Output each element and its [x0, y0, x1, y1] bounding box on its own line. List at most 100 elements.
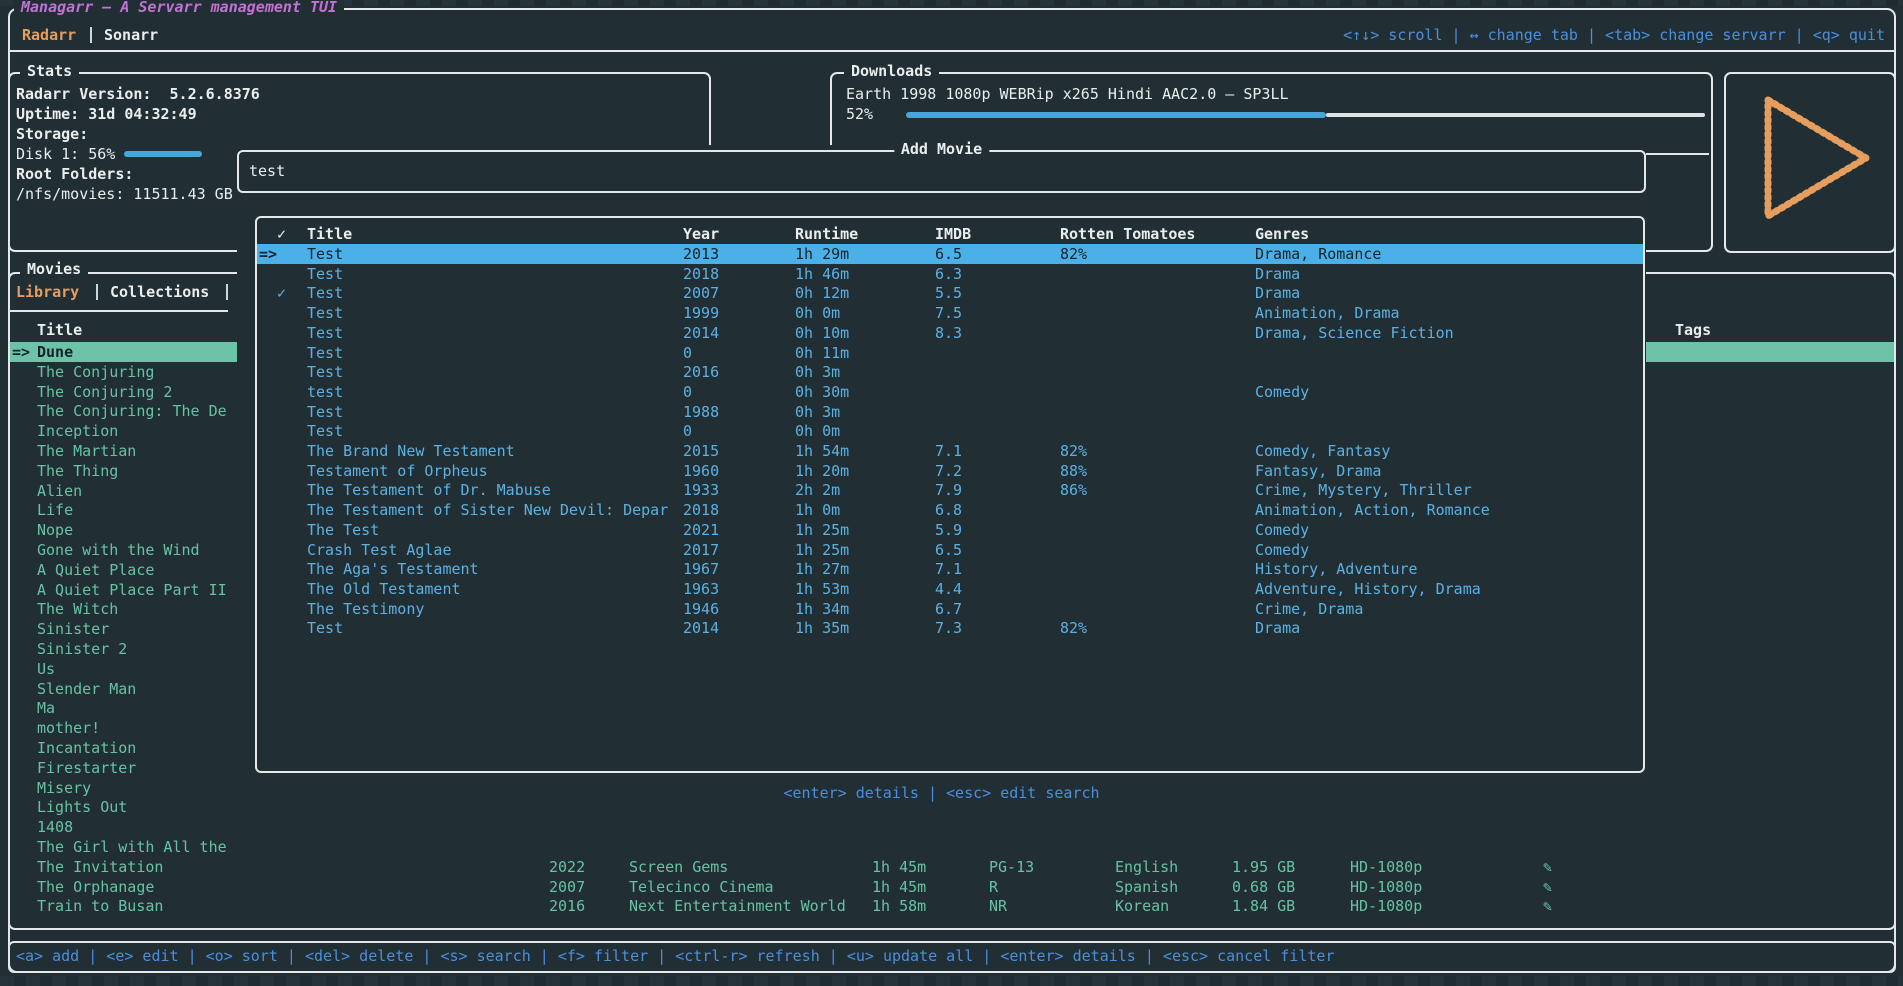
search-input[interactable]: Add Movie test — [237, 140, 1646, 193]
logo-panel — [1724, 72, 1896, 253]
search-result-row[interactable]: Test 0 0h 11m — [257, 343, 1643, 363]
search-result-row[interactable]: Test 2018 1h 46m 6.3 Drama — [257, 264, 1643, 284]
library-row[interactable]: Sinister 2 — [10, 639, 1894, 659]
search-result-row[interactable]: Test 2016 0h 3m — [257, 362, 1643, 382]
movie-title-cell: Dune — [37, 343, 74, 361]
managarr-play-logo-icon — [1764, 96, 1870, 220]
library-row[interactable]: Ma — [10, 698, 1894, 718]
footer-keybind-hints: <a> add | <e> edit | <o> sort | <del> de… — [16, 947, 1335, 965]
add-movie-modal: Add Movie test ✓ Title Year Runtime IMDB… — [237, 140, 1646, 858]
result-title-cell: The Test — [307, 520, 380, 539]
result-runtime-cell: 0h 0m — [795, 304, 841, 323]
search-result-row[interactable]: The Testament of Dr. Mabuse 1933 2h 2m 7.9 8… — [257, 480, 1643, 500]
result-runtime-cell: 1h 25m — [795, 540, 850, 559]
result-title-cell: Test — [307, 304, 344, 323]
movie-title-cell: Ma — [37, 699, 56, 718]
search-result-row[interactable]: The Brand New Testament 2015 1h 54m 7.1 82% C… — [257, 441, 1643, 461]
library-row[interactable]: Alien — [10, 481, 1894, 501]
library-row[interactable]: Life — [10, 500, 1894, 520]
results-header-genres: Genres — [1255, 225, 1310, 243]
edit-pencil-icon[interactable]: ✎ — [1543, 897, 1553, 916]
result-title-cell: The Testimony — [307, 599, 425, 618]
library-row[interactable]: Inception — [10, 421, 1894, 441]
result-year-cell: 0 — [683, 382, 693, 401]
library-row[interactable]: Firestarter — [10, 758, 1894, 778]
search-result-row[interactable]: The Testament of Sister New Devil: Depar… — [257, 500, 1643, 520]
stats-panel-title: Stats — [20, 62, 80, 80]
search-result-row[interactable]: ✓ Test 2007 0h 12m 5.5 Drama — [257, 283, 1643, 303]
search-result-row[interactable]: Test 0 0h 0m — [257, 421, 1643, 441]
result-year-cell: 1933 — [683, 481, 720, 500]
library-row[interactable]: Lights Out — [10, 797, 1894, 817]
library-row[interactable]: The Conjuring 2 — [10, 382, 1894, 402]
library-row[interactable]: A Quiet Place Part II — [10, 580, 1894, 600]
result-year-cell: 2013 — [683, 245, 720, 263]
result-runtime-cell: 0h 11m — [795, 343, 850, 362]
result-runtime-cell: 1h 53m — [795, 579, 850, 598]
edit-pencil-icon[interactable]: ✎ — [1543, 877, 1553, 896]
library-row[interactable]: Incantation — [10, 738, 1894, 758]
library-row[interactable]: The Thing — [10, 461, 1894, 481]
movie-title-cell: Alien — [37, 481, 83, 500]
movie-title-cell: The Conjuring — [37, 362, 155, 381]
result-title-cell: test — [307, 382, 344, 401]
results-header-check: ✓ — [277, 225, 287, 243]
library-row[interactable]: The Conjuring: The De — [10, 401, 1894, 421]
movie-certification-cell: R — [989, 877, 999, 896]
search-result-row[interactable]: Testament of Orpheus 1960 1h 20m 7.2 88% Fant… — [257, 461, 1643, 481]
search-result-row[interactable]: The Testimony 1946 1h 34m 6.7 Crime, Drama — [257, 599, 1643, 619]
library-tab-divider — [96, 284, 98, 300]
library-row[interactable]: Us — [10, 659, 1894, 679]
result-rotten-cell: 82% — [1060, 619, 1088, 638]
library-row[interactable]: The Orphanage 2007 Telecinco Cinema 1h 45m R… — [10, 877, 1894, 897]
result-genres-cell: Comedy, Fantasy — [1255, 442, 1391, 460]
result-imdb-cell: 6.7 — [935, 599, 963, 618]
library-row[interactable]: Sinister — [10, 619, 1894, 639]
search-result-row[interactable]: Test 1999 0h 0m 7.5 Animation, Drama — [257, 303, 1643, 323]
search-result-row[interactable]: The Aga's Testament 1967 1h 27m 7.1 History,… — [257, 559, 1643, 579]
library-row[interactable]: mother! — [10, 718, 1894, 738]
tab-library[interactable]: Library — [16, 283, 80, 301]
terminal-scrollback-top — [0, 0, 1903, 6]
selected-result-marker: => — [259, 245, 278, 263]
terminal-scrollback-bottom — [0, 976, 1903, 986]
result-title-cell: The Aga's Testament — [307, 560, 479, 579]
search-result-row[interactable]: => Test 2013 1h 29m 6.5 82% Drama, Romance — [257, 244, 1643, 264]
edit-pencil-icon[interactable]: ✎ — [1543, 857, 1553, 876]
tab-collections[interactable]: Collections — [110, 283, 210, 301]
library-row[interactable]: The Girl with All the — [10, 837, 1894, 857]
search-result-row[interactable]: The Test 2021 1h 25m 5.9 Comedy — [257, 520, 1643, 540]
search-result-row[interactable]: test 0 0h 30m Comedy — [257, 382, 1643, 402]
results-rows: => Test 2013 1h 29m 6.5 82% Drama, Romance Test… — [257, 244, 1643, 764]
result-title-cell: The Testament of Sister New Devil: Depar — [307, 501, 669, 520]
library-row[interactable]: Slender Man — [10, 679, 1894, 699]
tab-sonarr[interactable]: Sonarr — [104, 26, 159, 44]
library-row[interactable]: Train to Busan 2016 Next Entertainment Wor… — [10, 896, 1894, 916]
modal-keybind-hints: <enter> details | <esc> edit search — [783, 784, 1100, 802]
result-title-cell: Test — [307, 619, 344, 638]
search-result-row[interactable]: Test 2014 0h 10m 8.3 Drama, Science Fiction — [257, 323, 1643, 343]
library-row[interactable]: A Quiet Place — [10, 560, 1894, 580]
result-imdb-cell: 7.3 — [935, 619, 963, 638]
result-runtime-cell: 1h 46m — [795, 264, 850, 283]
result-title-cell: The Testament of Dr. Mabuse — [307, 481, 551, 500]
result-imdb-cell: 8.3 — [935, 323, 963, 342]
library-row[interactable]: Misery — [10, 778, 1894, 798]
library-row[interactable]: Nope — [10, 520, 1894, 540]
library-row[interactable]: 1408 — [10, 817, 1894, 837]
tab-radarr[interactable]: Radarr — [22, 26, 77, 44]
result-year-cell: 1967 — [683, 560, 720, 579]
library-row[interactable]: The Conjuring — [10, 362, 1894, 382]
movie-title-cell: Inception — [37, 422, 119, 441]
movie-title-cell: Gone with the Wind — [37, 541, 200, 559]
library-row[interactable]: The Martian — [10, 441, 1894, 461]
search-result-row[interactable]: Test 1988 0h 3m — [257, 402, 1643, 422]
movie-title-cell: The Conjuring: The De — [37, 402, 227, 421]
library-row[interactable]: Gone with the Wind — [10, 540, 1894, 560]
library-row[interactable]: The Invitation 2022 Screen Gems 1h 45m PG-13… — [10, 857, 1894, 877]
search-result-row[interactable]: Crash Test Aglae 2017 1h 25m 6.5 Comedy — [257, 540, 1643, 560]
search-result-row[interactable]: Test 2014 1h 35m 7.3 82% Drama — [257, 618, 1643, 638]
library-row[interactable]: The Witch — [10, 599, 1894, 619]
result-genres-cell: History, Adventure — [1255, 560, 1418, 579]
search-result-row[interactable]: The Old Testament 1963 1h 53m 4.4 Adventure,… — [257, 579, 1643, 599]
